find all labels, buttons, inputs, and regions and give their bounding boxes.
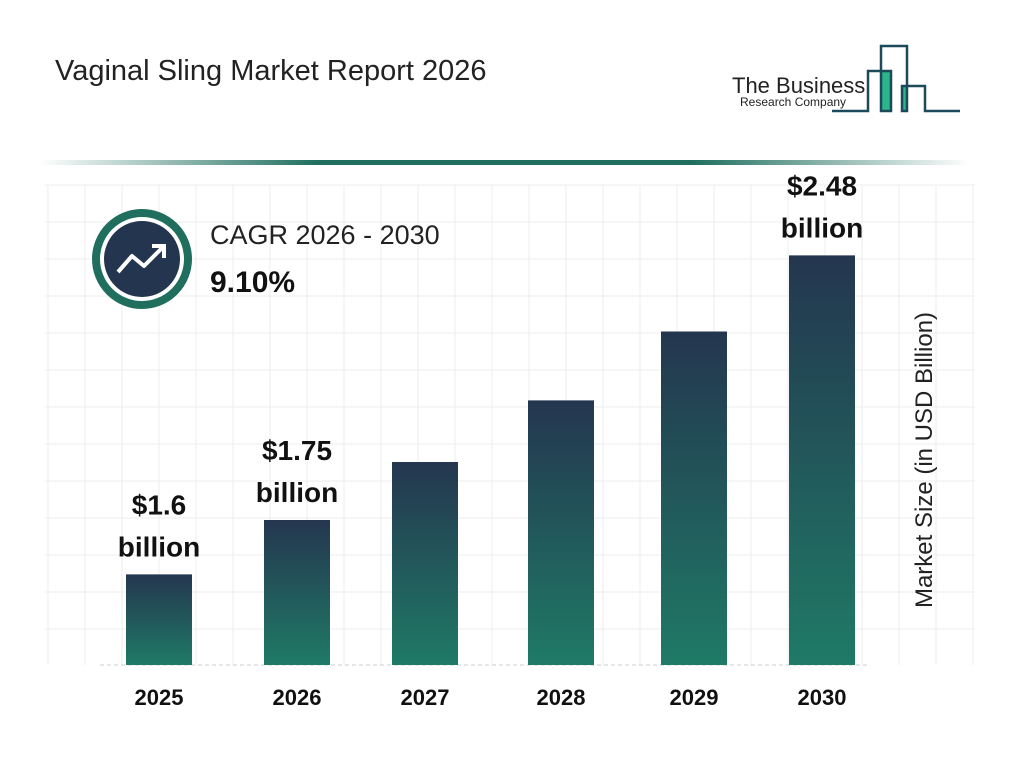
bar-2025	[126, 574, 192, 665]
x-tick-label: 2028	[537, 685, 586, 710]
x-tick-label: 2026	[273, 685, 322, 710]
logo-line1: The Business	[732, 73, 865, 98]
trend-up-icon	[104, 221, 180, 297]
bar-2026	[264, 520, 330, 665]
data-label-value: $2.48	[787, 170, 857, 201]
bar-2028	[528, 400, 594, 665]
data-label-value: $1.75	[262, 435, 332, 466]
company-logo: The Business Research Company	[732, 44, 960, 113]
x-tick-label: 2030	[798, 685, 847, 710]
cagr-label: CAGR 2026 - 2030	[210, 220, 440, 250]
divider	[40, 160, 970, 165]
x-tick-label: 2027	[401, 685, 450, 710]
bar-2027	[392, 462, 458, 665]
bar-2029	[661, 331, 727, 665]
y-axis-label: Market Size (in USD Billion)	[911, 311, 938, 609]
page-title: Vaginal Sling Market Report 2026	[55, 55, 487, 87]
cagr-value: 9.10%	[210, 266, 296, 299]
bar-2030	[789, 255, 855, 665]
data-label-unit: billion	[118, 531, 200, 562]
logo-line2: Research Company	[740, 95, 846, 109]
data-label-unit: billion	[256, 477, 338, 508]
data-label-value: $1.6	[132, 489, 187, 520]
data-label-unit: billion	[781, 212, 863, 243]
x-tick-label: 2025	[135, 685, 184, 710]
x-tick-label: 2029	[670, 685, 719, 710]
